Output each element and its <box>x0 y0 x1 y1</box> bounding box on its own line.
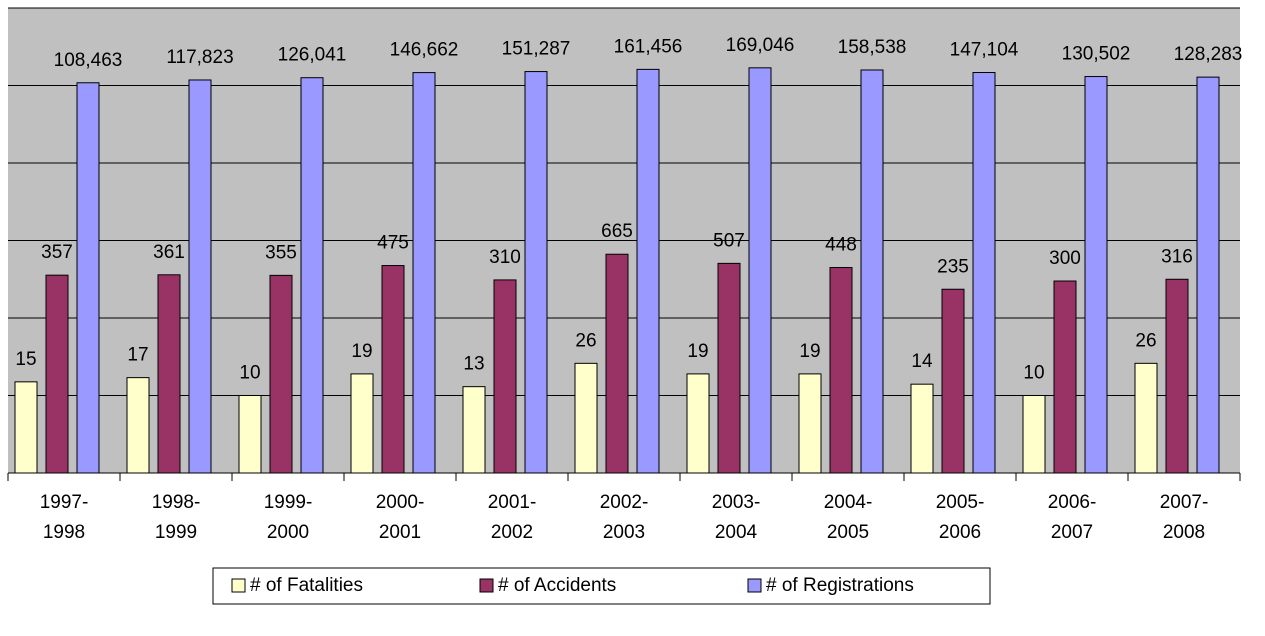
bar <box>636 68 660 474</box>
bar <box>1022 395 1046 474</box>
bar <box>76 82 100 474</box>
bar <box>188 79 212 474</box>
bar <box>157 274 181 474</box>
data-label: 19 <box>351 341 372 362</box>
data-label: 357 <box>41 242 73 263</box>
data-label: 316 <box>1161 246 1193 267</box>
data-label: 130,502 <box>1062 44 1131 65</box>
data-label: 10 <box>1023 363 1044 384</box>
legend-swatch <box>747 578 762 593</box>
x-tick-label: 1997-1998 <box>40 492 89 543</box>
data-label: 147,104 <box>950 40 1019 61</box>
legend-swatch <box>479 578 494 593</box>
legend-label: # of Registrations <box>766 575 914 596</box>
data-label: 17 <box>127 345 148 366</box>
data-label: 310 <box>489 247 521 268</box>
data-label: 108,463 <box>54 50 123 71</box>
bar <box>860 69 884 474</box>
bar <box>1084 76 1108 474</box>
x-tick-label: 2000-2001 <box>376 492 425 543</box>
bar <box>829 267 853 474</box>
data-label: 126,041 <box>278 45 347 66</box>
x-tick-label: 2003-2004 <box>712 492 761 543</box>
data-label: 665 <box>601 221 633 242</box>
bar <box>941 288 965 474</box>
data-label: 146,662 <box>390 40 459 61</box>
bar <box>238 395 262 474</box>
data-label: 26 <box>575 330 596 351</box>
x-tick-label: 2001-2002 <box>488 492 537 543</box>
bar <box>45 274 69 474</box>
bar <box>748 67 772 474</box>
bar <box>350 373 374 474</box>
data-label: 161,456 <box>614 36 683 57</box>
data-label: 13 <box>463 354 484 375</box>
data-label: 19 <box>799 341 820 362</box>
bar <box>972 72 996 474</box>
data-label: 117,823 <box>166 47 233 68</box>
bar <box>574 362 598 474</box>
data-label: 151,287 <box>502 39 571 60</box>
bar <box>1134 362 1158 474</box>
bar <box>605 253 629 474</box>
legend-label: # of Fatalities <box>250 575 363 596</box>
bar <box>1165 278 1189 474</box>
bar <box>381 265 405 474</box>
x-tick-label: 1999-2000 <box>264 492 313 543</box>
bar <box>1053 280 1077 474</box>
x-tick-label: 2007-2008 <box>1160 492 1209 543</box>
data-label: 507 <box>713 230 745 251</box>
legend-box <box>212 567 991 605</box>
bar <box>14 381 38 474</box>
data-label: 15 <box>15 349 36 370</box>
x-tick-label: 2002-2003 <box>600 492 649 543</box>
legend-label: # of Accidents <box>498 575 616 596</box>
data-label: 300 <box>1049 248 1081 269</box>
bar <box>686 373 710 474</box>
data-label: 158,538 <box>838 37 907 58</box>
bar <box>910 383 934 474</box>
bar <box>717 262 741 474</box>
data-label: 10 <box>239 363 260 384</box>
data-label: 475 <box>377 233 409 254</box>
data-label: 448 <box>825 235 857 256</box>
bar <box>524 71 548 474</box>
data-label: 355 <box>265 242 297 263</box>
data-label: 14 <box>911 351 933 372</box>
bar <box>798 373 822 474</box>
bar <box>412 72 436 474</box>
data-label: 26 <box>1135 330 1156 351</box>
data-label: 169,046 <box>726 35 795 56</box>
data-label: 128,283 <box>1174 44 1243 65</box>
x-tick-label: 1998-1999 <box>152 492 201 543</box>
x-tick-label: 2006-2007 <box>1048 492 1097 543</box>
x-tick-label: 2005-2006 <box>936 492 985 543</box>
bar <box>493 279 517 474</box>
bar <box>300 77 324 474</box>
data-label: 361 <box>153 242 185 263</box>
legend-swatch <box>231 578 246 593</box>
x-tick-label: 2004-2005 <box>824 492 873 543</box>
data-label: 235 <box>937 256 969 277</box>
bar <box>1196 76 1220 474</box>
bar <box>269 274 293 474</box>
bar <box>126 377 150 474</box>
data-label: 19 <box>687 341 708 362</box>
bar <box>462 386 486 474</box>
